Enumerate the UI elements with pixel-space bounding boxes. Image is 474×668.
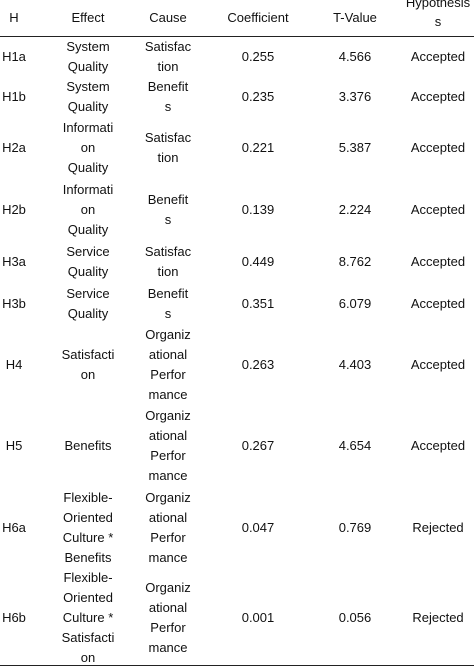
cell-effect: Benefits [64, 438, 112, 453]
cell-tvalue: 8.762 [338, 254, 372, 269]
table-row: H3b Service Quality Benefit s 0.351 6.07… [0, 283, 474, 325]
cell-hypothesis: Rejected [412, 610, 464, 625]
cell-coefficient: 0.351 [241, 296, 275, 311]
table-bottom-rule [0, 665, 474, 666]
table-header-row: H Effect Cause Coefficient T-Value Hypot… [0, 0, 474, 37]
table-row: H6a Flexible- Oriented Culture * Benefit… [0, 487, 474, 569]
cell-tvalue: 6.079 [338, 296, 372, 311]
cell-cause: Satisfac tion [144, 130, 192, 165]
cell-cause: Organiz ational Perfor mance [145, 580, 191, 655]
cell-cause: Benefit s [147, 79, 189, 114]
cell-hypothesis: Accepted [410, 202, 466, 217]
cell-effect: Informati on Quality [62, 182, 114, 237]
cell-h: H6b [2, 610, 26, 625]
header-h: H [9, 10, 19, 25]
cell-effect: Service Quality [66, 286, 110, 321]
table-row: H4 Satisfacti on Organiz ational Perfor … [0, 325, 474, 405]
cell-coefficient: 0.449 [241, 254, 275, 269]
cell-cause: Benefit s [147, 192, 189, 227]
cell-effect: Service Quality [66, 244, 110, 279]
cell-cause: Satisfac tion [144, 39, 192, 74]
cell-coefficient: 0.263 [241, 357, 275, 372]
header-cause: Cause [149, 10, 187, 25]
cell-effect: System Quality [66, 39, 110, 74]
cell-coefficient: 0.139 [241, 202, 275, 217]
cell-effect: Informati on Quality [62, 120, 114, 175]
cell-tvalue: 4.403 [338, 357, 372, 372]
cell-tvalue: 4.566 [338, 49, 372, 64]
cell-h: H3a [2, 254, 26, 269]
header-coefficient: Coefficient [227, 10, 289, 25]
cell-hypothesis: Accepted [410, 357, 466, 372]
cell-h: H3b [2, 296, 26, 311]
cell-coefficient: 0.221 [241, 140, 275, 155]
cell-h: H1b [2, 89, 26, 104]
table-row: H3a Service Quality Satisfac tion 0.449 … [0, 241, 474, 283]
cell-h: H2a [2, 140, 26, 155]
cell-coefficient: 0.255 [241, 49, 275, 64]
cell-cause: Organiz ational Perfor mance [145, 327, 191, 402]
table-row: H1a System Quality Satisfac tion 0.255 4… [0, 37, 474, 77]
header-tvalue: T-Value [333, 10, 377, 25]
cell-h: H4 [5, 357, 23, 372]
header-hypothesis: Hypothesis s [405, 0, 471, 29]
cell-tvalue: 4.654 [338, 438, 372, 453]
table-row: H2b Informati on Quality Benefit s 0.139… [0, 179, 474, 241]
cell-coefficient: 0.235 [241, 89, 275, 104]
cell-hypothesis: Accepted [410, 296, 466, 311]
cell-cause: Benefit s [147, 286, 189, 321]
cell-hypothesis: Rejected [412, 520, 464, 535]
cell-cause: Organiz ational Perfor mance [145, 408, 191, 483]
cell-tvalue: 2.224 [338, 202, 372, 217]
cell-effect: System Quality [66, 79, 110, 114]
cell-hypothesis: Accepted [410, 140, 466, 155]
cell-h: H1a [2, 49, 26, 64]
cell-tvalue: 3.376 [338, 89, 372, 104]
cell-effect: Satisfacti on [61, 347, 115, 382]
table-row: H1b System Quality Benefit s 0.235 3.376… [0, 77, 474, 117]
cell-h: H5 [5, 438, 23, 453]
cell-coefficient: 0.001 [241, 610, 275, 625]
cell-hypothesis: Accepted [410, 254, 466, 269]
table-row: H6b Flexible- Oriented Culture * Satisfa… [0, 569, 474, 667]
table-row: H5 Benefits Organiz ational Perfor mance… [0, 405, 474, 487]
cell-hypothesis: Accepted [410, 49, 466, 64]
table-row: H2a Informati on Quality Satisfac tion 0… [0, 117, 474, 179]
cell-cause: Organiz ational Perfor mance [145, 490, 191, 565]
cell-effect: Flexible- Oriented Culture * Benefits [62, 490, 114, 565]
cell-coefficient: 0.047 [241, 520, 275, 535]
cell-h: H6a [2, 520, 26, 535]
cell-tvalue: 0.056 [338, 610, 372, 625]
cell-h: H2b [2, 202, 26, 217]
cell-cause: Satisfac tion [144, 244, 192, 279]
cell-tvalue: 0.769 [338, 520, 372, 535]
cell-tvalue: 5.387 [338, 140, 372, 155]
cell-hypothesis: Accepted [410, 438, 466, 453]
cell-coefficient: 0.267 [241, 438, 275, 453]
header-effect: Effect [71, 10, 105, 25]
cell-effect: Flexible- Oriented Culture * Satisfacti … [61, 570, 115, 665]
cell-hypothesis: Accepted [410, 89, 466, 104]
